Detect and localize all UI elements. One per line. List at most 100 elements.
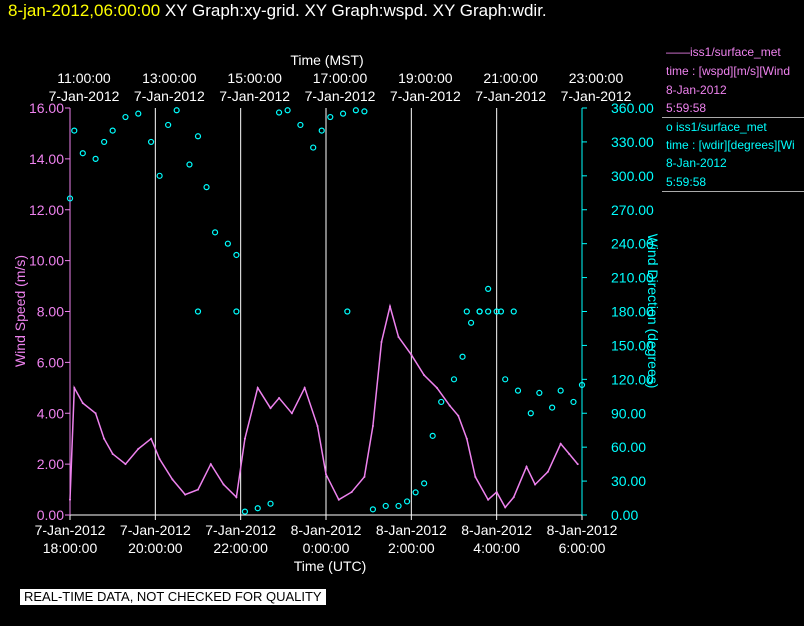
y-right-tick-label: 300.00 [611,168,654,184]
bottom-tick-time: 22:00:00 [213,540,268,556]
wind-speed-point [474,475,477,478]
wind-speed-point [256,386,259,389]
wind-speed-point [184,493,187,496]
wind-speed-point [380,341,383,344]
y-right-tick-label: 60.00 [611,439,646,455]
wind-direction-point [318,127,325,134]
legend-wdir-date: 8-Jan-2012 [666,156,727,170]
wind-speed-point [103,437,106,440]
wind-direction-point [450,376,458,383]
wind-direction-point [194,308,202,315]
header-date: 8-jan-2012,06:00:00 [8,1,161,20]
wind-speed-point [457,414,460,417]
wind-speed-point [410,353,413,356]
bottom-tick-date: 8-Jan-2012 [547,522,618,538]
bottom-tick-time: 20:00:00 [128,540,183,556]
top-tick-date: 7-Jan-2012 [134,88,205,104]
y-left-tick-label: 8.00 [37,304,64,320]
wind-direction-point [527,410,534,417]
wind-direction-point [211,229,219,236]
wind-direction-point [429,432,436,439]
wind-direction-point [71,127,78,134]
wind-speed-point [94,412,97,415]
wind-speed-point [158,458,161,461]
top-tick-date: 7-Jan-2012 [305,88,376,104]
wind-speed-point [465,437,468,440]
wind-speed-point [243,437,246,440]
legend-wspd-variable: time : [wspd][m/s][Wind [666,64,791,78]
wind-direction-point [156,172,163,179]
wind-speed-point [397,335,400,338]
wind-speed-point [269,407,272,410]
top-tick-time: 15:00:00 [227,70,282,86]
legend-wdir-time: 5:59:58 [666,175,707,189]
left-axis-label: Wind Speed (m/s) [12,255,28,367]
wind-speed-point [325,473,327,476]
y-right-tick-label: 210.00 [611,270,654,286]
wind-direction-point [502,376,509,383]
y-right-tick-label: 30.00 [611,473,646,489]
bottom-tick-date: 8-Jan-2012 [291,522,362,538]
wind-speed-point [69,498,71,501]
wind-direction-point [438,398,445,406]
wind-direction-point [233,308,240,315]
top-tick-time: 19:00:00 [398,70,453,86]
wind-direction-point [549,404,556,411]
wind-direction-point [361,108,368,115]
wind-speed-point [576,463,579,466]
y-left-tick-label: 2.00 [37,456,64,472]
wind-direction-point [514,387,522,394]
y-left-tick-label: 6.00 [37,354,64,370]
wind-speed-point [303,386,306,389]
wind-direction-point [476,308,483,315]
wind-direction-point [284,107,291,114]
bottom-axis-label: Time (UTC) [294,558,367,574]
wind-direction-point [310,144,317,151]
y-right-tick-label: 330.00 [611,134,654,150]
wind-direction-point [92,155,99,162]
top-tick-date: 7-Jan-2012 [475,88,546,104]
legend-divider [662,191,804,192]
wind-speed-point [137,447,140,450]
wind-direction-point [233,251,240,259]
wind-speed-point [534,483,537,486]
wind-direction-point [570,398,577,406]
wind-speed-point [124,463,127,466]
y-left-tick-label: 12.00 [29,202,64,218]
wind-speed-point [290,412,293,415]
y-right-tick-label: 180.00 [611,304,654,320]
top-tick-time: 21:00:00 [483,70,538,86]
wind-speed-point [546,470,549,473]
wind-direction-point [203,184,210,191]
header-graph-titles: XY Graph:xy-grid. XY Graph:wspd. XY Grap… [164,1,547,20]
wind-speed-point [235,496,238,499]
wind-speed-point [495,491,498,494]
y-right-tick-label: 90.00 [611,405,646,421]
quality-disclaimer: REAL-TIME DATA, NOT CHECKED FOR QUALITY [20,589,326,605]
wind-direction-point [165,121,172,129]
wind-direction-point [510,308,517,315]
wind-speed-point [389,305,391,308]
legend-divider [662,117,804,118]
wind-direction-point [254,505,261,512]
bottom-tick-time: 2:00:00 [388,540,435,556]
bottom-tick-time: 18:00:00 [43,540,98,556]
wind-direction-point [101,138,108,146]
wind-direction-point [403,498,411,505]
wind-speed-point [81,402,84,405]
wind-direction-point [412,489,419,496]
wind-speed-point [111,452,114,455]
top-tick-date: 7-Jan-2012 [561,88,632,104]
wind-direction-point [578,381,586,389]
y-left-tick-label: 10.00 [29,253,64,269]
wind-direction-point [485,285,492,292]
bottom-tick-time: 6:00:00 [559,540,606,556]
wind-speed-point [316,424,319,427]
wind-speed-point [504,506,507,509]
graph-header: 8-jan-2012,06:00:00 XY Graph:xy-grid. XY… [8,1,547,21]
y-left-tick-label: 4.00 [37,405,64,421]
wind-speed-point [423,374,426,377]
wind-direction-point [122,113,129,121]
wind-speed-point [209,463,212,466]
wind-direction-point [459,353,466,360]
